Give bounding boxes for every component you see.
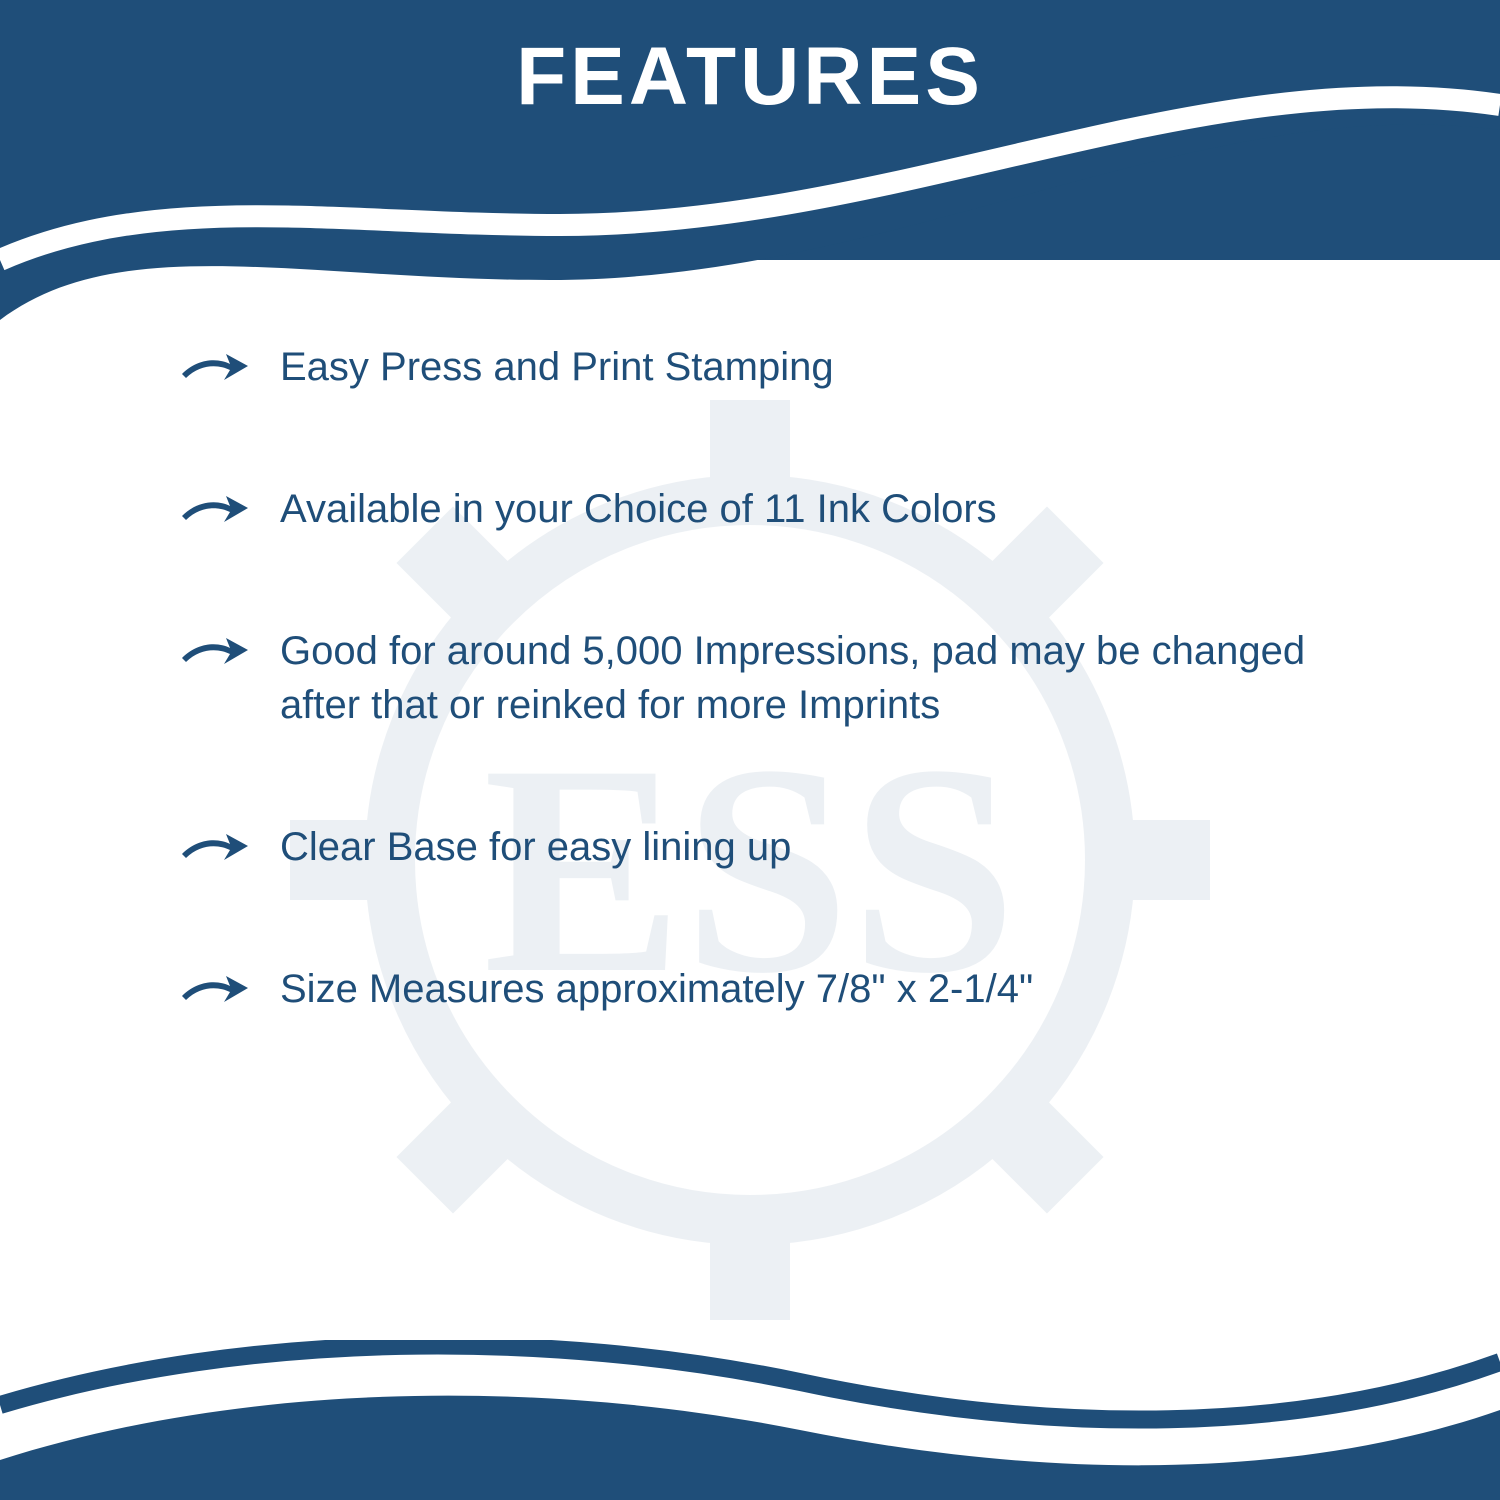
feature-list: Easy Press and Print Stamping Available … (180, 340, 1360, 1104)
feature-text: Good for around 5,000 Impressions, pad m… (280, 624, 1360, 732)
feature-text: Available in your Choice of 11 Ink Color… (280, 482, 1360, 536)
arrow-icon (180, 482, 280, 533)
arrow-icon (180, 820, 280, 871)
list-item: Easy Press and Print Stamping (180, 340, 1360, 394)
page-title: FEATURES (0, 30, 1500, 124)
bottom-wave (0, 1340, 1500, 1500)
infographic-canvas: FEATURES ESS E (0, 0, 1500, 1500)
arrow-icon (180, 624, 280, 675)
list-item: Clear Base for easy lining up (180, 820, 1360, 874)
list-item: Size Measures approximately 7/8" x 2-1/4… (180, 962, 1360, 1016)
feature-text: Size Measures approximately 7/8" x 2-1/4… (280, 962, 1360, 1016)
list-item: Good for around 5,000 Impressions, pad m… (180, 624, 1360, 732)
feature-text: Easy Press and Print Stamping (280, 340, 1360, 394)
arrow-icon (180, 340, 280, 391)
feature-text: Clear Base for easy lining up (280, 820, 1360, 874)
arrow-icon (180, 962, 280, 1013)
list-item: Available in your Choice of 11 Ink Color… (180, 482, 1360, 536)
